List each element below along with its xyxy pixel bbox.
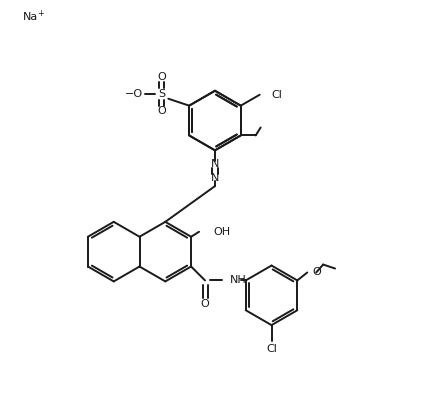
Text: S: S xyxy=(158,89,165,99)
Text: O: O xyxy=(157,105,166,116)
Text: Na: Na xyxy=(23,12,38,22)
Text: N: N xyxy=(211,173,219,183)
Text: Cl: Cl xyxy=(266,344,277,354)
Text: N: N xyxy=(211,159,219,169)
Text: O: O xyxy=(200,299,209,309)
Text: +: + xyxy=(37,9,44,18)
Text: NH: NH xyxy=(230,275,246,285)
Text: O: O xyxy=(157,72,166,82)
Text: O: O xyxy=(312,267,321,277)
Text: OH: OH xyxy=(213,227,230,237)
Text: −O: −O xyxy=(124,89,143,99)
Text: Cl: Cl xyxy=(272,90,282,100)
